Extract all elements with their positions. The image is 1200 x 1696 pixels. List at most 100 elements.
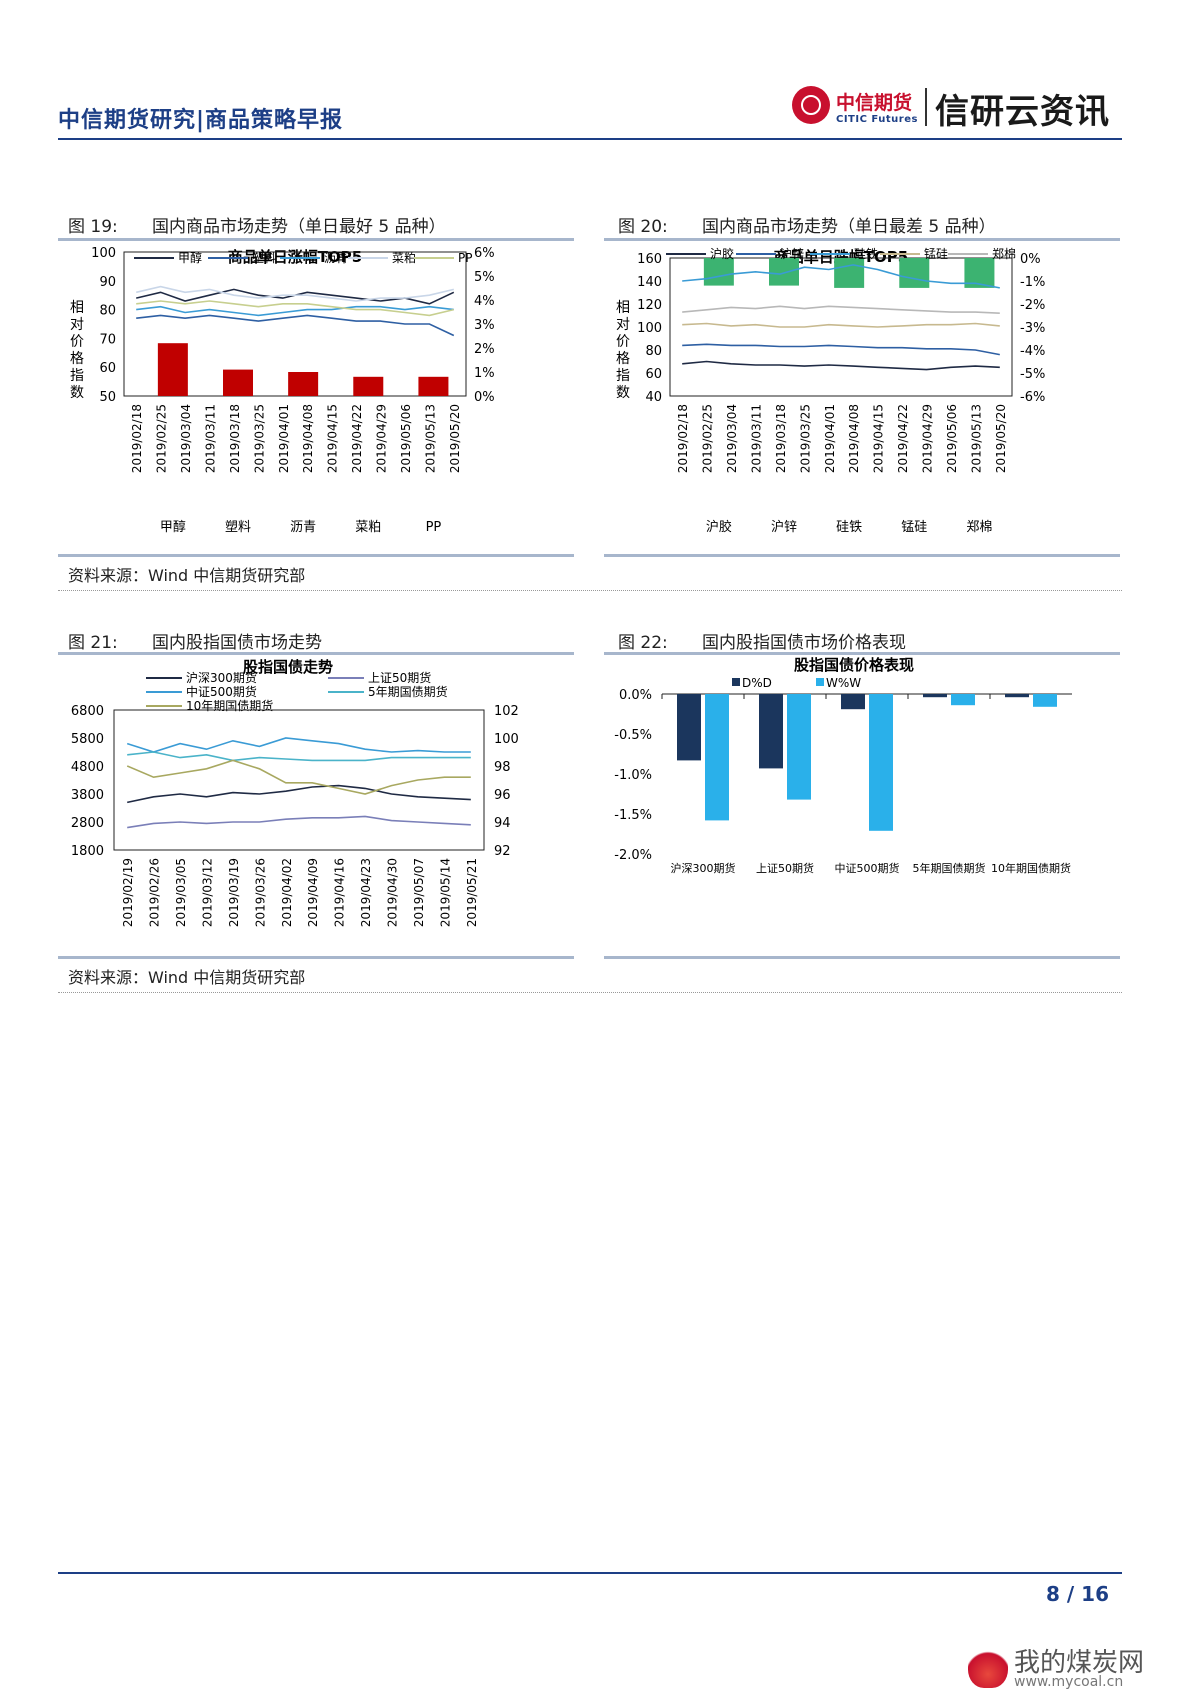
y2-tick-label: 1% — [474, 366, 495, 381]
fig19-number: 图 19: — [68, 217, 118, 237]
legend-label: 菜粕 — [392, 250, 416, 265]
x-tick-label: 2019/04/15 — [326, 404, 340, 473]
y-tick-label: 0.0% — [619, 688, 652, 703]
fig21-title: 国内股指国债市场走势 — [152, 633, 322, 653]
series-line — [127, 784, 471, 804]
source-note-2: 资料来源：Wind 中信期货研究部 — [68, 968, 306, 987]
legend-label: 上证50期货 — [368, 670, 431, 685]
y2-tick-label: 2% — [474, 342, 495, 357]
legend-label: 沪深300期货 — [186, 670, 257, 685]
bar-mark — [951, 694, 975, 706]
bar-mark — [899, 258, 930, 288]
legend-label: 沥青 — [324, 251, 348, 265]
y-tick-label: -2.0% — [614, 848, 652, 863]
x-tick-label: 2019/05/06 — [945, 404, 959, 473]
x-tick-label: 2019/05/07 — [412, 858, 426, 927]
x-tick-label: 2019/04/23 — [359, 858, 373, 927]
bar-category-label: 菜粕 — [355, 520, 381, 535]
y2-tick-label: -3% — [1020, 321, 1045, 336]
x-tick-label: 2019/05/20 — [994, 404, 1008, 473]
x-tick-label: 2019/04/01 — [823, 404, 837, 473]
x-tick-label: 2019/05/14 — [438, 858, 452, 927]
bar-mark — [759, 694, 783, 769]
chart-title: 商品单日跌幅TOP5 — [774, 248, 908, 266]
fig19-title: 国内商品市场走势（单日最好 5 品种） — [152, 217, 446, 237]
x-tick-label: 2019/03/11 — [750, 404, 764, 473]
y-tick-label: 80 — [99, 304, 116, 319]
y-tick-label: 120 — [637, 298, 662, 313]
chart-title: 股指国债价格表现 — [794, 656, 914, 674]
y2-tick-label: 102 — [494, 704, 519, 719]
y-tick-label: 40 — [645, 390, 662, 405]
logo-divider — [925, 88, 927, 126]
dotted-separator-1 — [58, 590, 1122, 591]
bar-mark — [787, 694, 811, 800]
bar-mark — [1005, 694, 1029, 698]
bar-category-label: 甲醇 — [160, 519, 186, 535]
x-category-label: 沪深300期货 — [671, 861, 736, 875]
y-tick-label: 140 — [637, 275, 662, 290]
y2-tick-label: 100 — [494, 732, 519, 747]
dotted-separator-2 — [58, 992, 1122, 993]
bar-category-label: 沪胶 — [706, 519, 732, 535]
logo-slogan: 信研云资讯 — [935, 92, 1110, 132]
x-tick-label: 2019/04/02 — [280, 858, 294, 927]
y2-tick-label: 5% — [474, 270, 495, 285]
series-line — [136, 314, 455, 337]
legend-label: 沪锌 — [780, 247, 804, 261]
x-tick-label: 2019/02/19 — [121, 858, 135, 927]
plot-frame — [113, 709, 485, 851]
x-category-label: 上证50期货 — [756, 861, 814, 875]
fig22-top-rule — [604, 652, 1120, 655]
fig20-title: 国内商品市场走势（单日最差 5 品种） — [702, 217, 996, 237]
x-tick-label: 2019/03/26 — [253, 858, 267, 927]
page-number: 8 / 16 — [1046, 1582, 1109, 1606]
legend-label: 郑棉 — [992, 246, 1016, 261]
x-tick-label: 2019/03/18 — [774, 404, 788, 473]
fig19-caption: 图 19: 国内商品市场走势（单日最好 5 品种） — [68, 212, 446, 237]
x-tick-label: 2019/03/25 — [798, 404, 812, 473]
watermark-site-name: 我的煤炭网 — [1014, 1648, 1145, 1678]
x-tick-label: 2019/04/16 — [333, 858, 347, 927]
legend-label: W%W — [826, 676, 861, 690]
x-tick-label: 2019/03/12 — [201, 858, 215, 927]
y-tick-label: 5800 — [71, 732, 104, 747]
bar-mark — [418, 376, 449, 396]
y-tick-label: 100 — [91, 246, 116, 261]
x-tick-label: 2019/02/25 — [701, 404, 715, 473]
bar-category-label: 塑料 — [225, 520, 251, 535]
y-tick-label: 60 — [645, 367, 662, 382]
x-tick-label: 2019/04/08 — [301, 404, 315, 473]
x-tick-label: 2019/05/13 — [423, 404, 437, 473]
bar-category-label: PP — [426, 520, 442, 535]
x-category-label: 中证500期货 — [835, 861, 900, 875]
y2-tick-label: 4% — [474, 294, 495, 309]
bar-category-label: 沪锌 — [771, 519, 797, 535]
y-tick-label: 3800 — [71, 788, 104, 803]
x-tick-label: 2019/02/26 — [148, 858, 162, 927]
bar-mark — [157, 343, 188, 396]
series-line — [126, 759, 471, 795]
y-tick-label: 2800 — [71, 816, 104, 831]
x-tick-label: 2019/04/30 — [386, 858, 400, 927]
y2-tick-label: 3% — [474, 318, 495, 333]
bar-mark — [223, 369, 253, 396]
x-category-label: 10年期国债期货 — [991, 861, 1071, 875]
fig20-bottom-rule — [604, 554, 1120, 557]
legend-label: 锰硅 — [924, 246, 948, 261]
x-tick-label: 2019/03/11 — [204, 404, 218, 473]
x-tick-label: 2019/04/08 — [847, 404, 861, 473]
fig22-title: 国内股指国债市场价格表现 — [702, 633, 906, 653]
series-line — [682, 305, 1000, 314]
x-tick-label: 2019/02/18 — [676, 404, 690, 473]
y-tick-label: -0.5% — [614, 728, 652, 743]
x-tick-label: 2019/04/29 — [375, 404, 389, 473]
citic-logo-icon — [792, 86, 830, 124]
x-tick-label: 2019/03/19 — [227, 858, 241, 927]
legend-swatch — [816, 678, 824, 686]
y-tick-label: -1.5% — [614, 808, 652, 823]
fig20-number: 图 20: — [618, 217, 668, 237]
x-tick-label: 2019/05/21 — [465, 858, 479, 927]
legend-label: 硅铁 — [854, 247, 878, 261]
series-line — [127, 815, 471, 829]
